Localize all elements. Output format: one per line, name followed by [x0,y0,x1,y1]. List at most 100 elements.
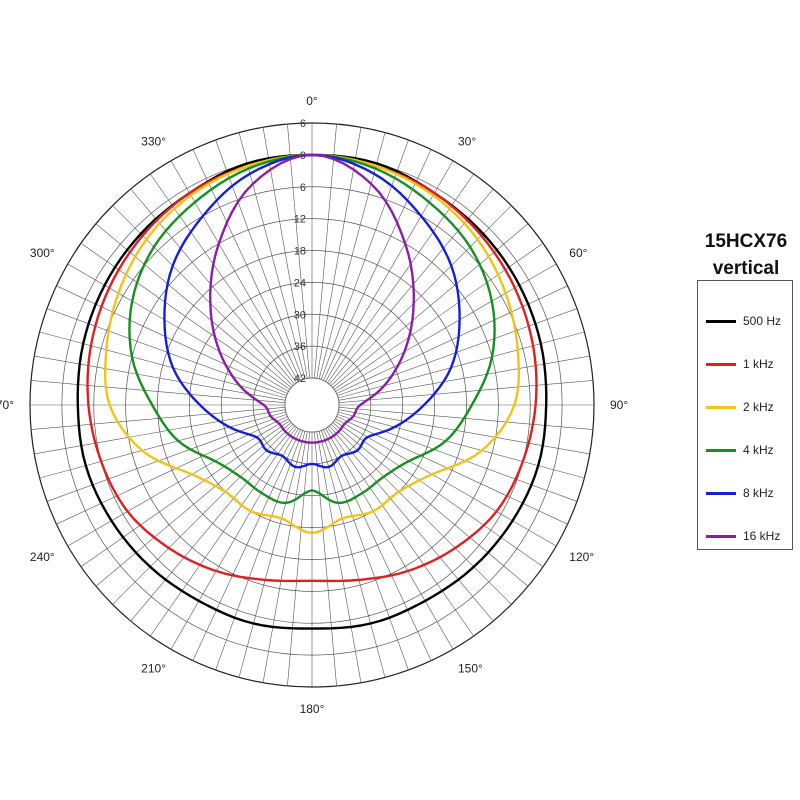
angle-tick-label: 60° [569,246,587,260]
grid-spoke [192,429,301,661]
grid-spoke [318,431,386,678]
grid-spoke [338,407,593,430]
legend-item: 4 kHz [706,440,790,460]
grid-spoke [325,160,454,382]
chart-title: 15HCX76 [704,231,788,252]
angle-tick-label: 300° [30,246,55,260]
legend-item: 8 kHz [706,483,790,503]
grid-spoke [325,428,454,650]
angle-tick-label: 150° [458,661,483,675]
radial-tick-label: 36 [294,341,306,353]
legend-label: 4 kHz [743,443,774,457]
grid-spoke [238,431,306,678]
grid-spoke [329,425,494,622]
grid-spoke [314,124,337,379]
grid-spoke [330,423,512,605]
grid-spoke [338,331,585,399]
grid-spoke [287,124,310,379]
grid-spoke [39,411,286,479]
grid-spoke [327,426,474,637]
grid-spoke [130,425,295,622]
legend-swatch [706,362,736,366]
legend-label: 2 kHz [743,400,774,414]
grid-spoke [95,422,292,587]
angle-tick-label: 30° [458,135,476,149]
grid-spoke [31,380,286,403]
radial-tick-label: 6 [300,118,306,130]
series-line-2-khz [104,153,520,535]
legend-label: 500 Hz [743,314,782,328]
grid-spoke [333,420,544,567]
angle-tick-label: 0° [306,94,318,108]
series-line-1-khz [86,153,538,583]
legend-item: 1 kHz [706,354,790,374]
grid-spoke [34,409,286,455]
grid-spoke [332,422,529,587]
legend-item: 500 Hz [706,311,790,331]
grid-spoke [338,380,593,403]
grid-spoke [31,407,286,430]
grid-spoke [338,409,590,455]
grid-spoke [46,413,287,502]
legend-swatch [706,319,736,323]
grid-spoke [95,223,292,388]
grid-spoke [320,139,409,380]
grid-spoke [215,139,304,380]
radial-tick-label: 18 [294,246,306,258]
angle-tick-label: 210° [141,661,166,675]
series-lines [76,153,548,630]
legend-label: 1 kHz [743,357,774,371]
series-line-16-khz [209,153,415,444]
grid-spoke [34,355,286,401]
grid-spoke [332,223,529,388]
angle-tick-label: 240° [30,550,55,564]
grid-spoke [67,418,289,547]
radial-tick-label: 30 [294,309,306,321]
angle-tick-label: 330° [141,135,166,149]
legend-swatch [706,534,736,538]
grid-spoke [170,428,299,650]
legend-item: 16 kHz [706,526,790,546]
legend-label: 8 kHz [743,486,774,500]
grid-spoke [316,431,362,683]
grid-spoke [39,331,286,399]
grid-center-ring [284,377,340,433]
grid-spoke [262,431,308,683]
legend-item: 2 kHz [706,397,790,417]
angle-tick-label: 90° [610,398,628,412]
grid-spoke [80,420,291,567]
chart-subtitle: vertical [712,258,780,279]
angle-tick-label: 120° [569,550,594,564]
angle-tick-labels: 0° 30° 60° 90° 120° 150° 180° 210° 240° 270° 300° 3… [0,94,628,716]
legend-label: 16 kHz [743,529,781,543]
grid-spoke [329,188,494,385]
radial-tick-label: 6 [300,182,306,194]
grid-spoke [150,426,297,637]
legend-swatch [706,448,736,452]
chart-title-block: 15HCX76 vertical [690,228,800,282]
series-line-500-hz [76,153,548,630]
radial-tick-label: 24 [294,277,306,289]
grid-spoke [320,430,409,671]
grid-spoke [338,355,590,401]
angle-tick-label: 180° [300,702,325,716]
grid-spoke [112,423,294,605]
radial-tick-label: 42 [294,373,306,385]
legend: 500 Hz 1 kHz 2 kHz 4 kHz 8 kHz 16 kHz [697,280,793,550]
grid-spoke [192,149,301,381]
angle-tick-label: 270° [0,398,14,412]
legend-swatch [706,491,736,495]
grid-spoke [323,149,432,381]
legend-swatch [706,405,736,409]
radial-tick-label: 12 [294,214,306,226]
grid-spoke [287,431,310,686]
grid-spoke [170,160,299,382]
grid-spoke [323,429,432,661]
series-line-8-khz [163,153,461,469]
grid-spoke [215,430,304,671]
polar-grid [29,122,595,688]
grid-spoke [335,418,557,547]
grid-spoke [314,431,337,686]
